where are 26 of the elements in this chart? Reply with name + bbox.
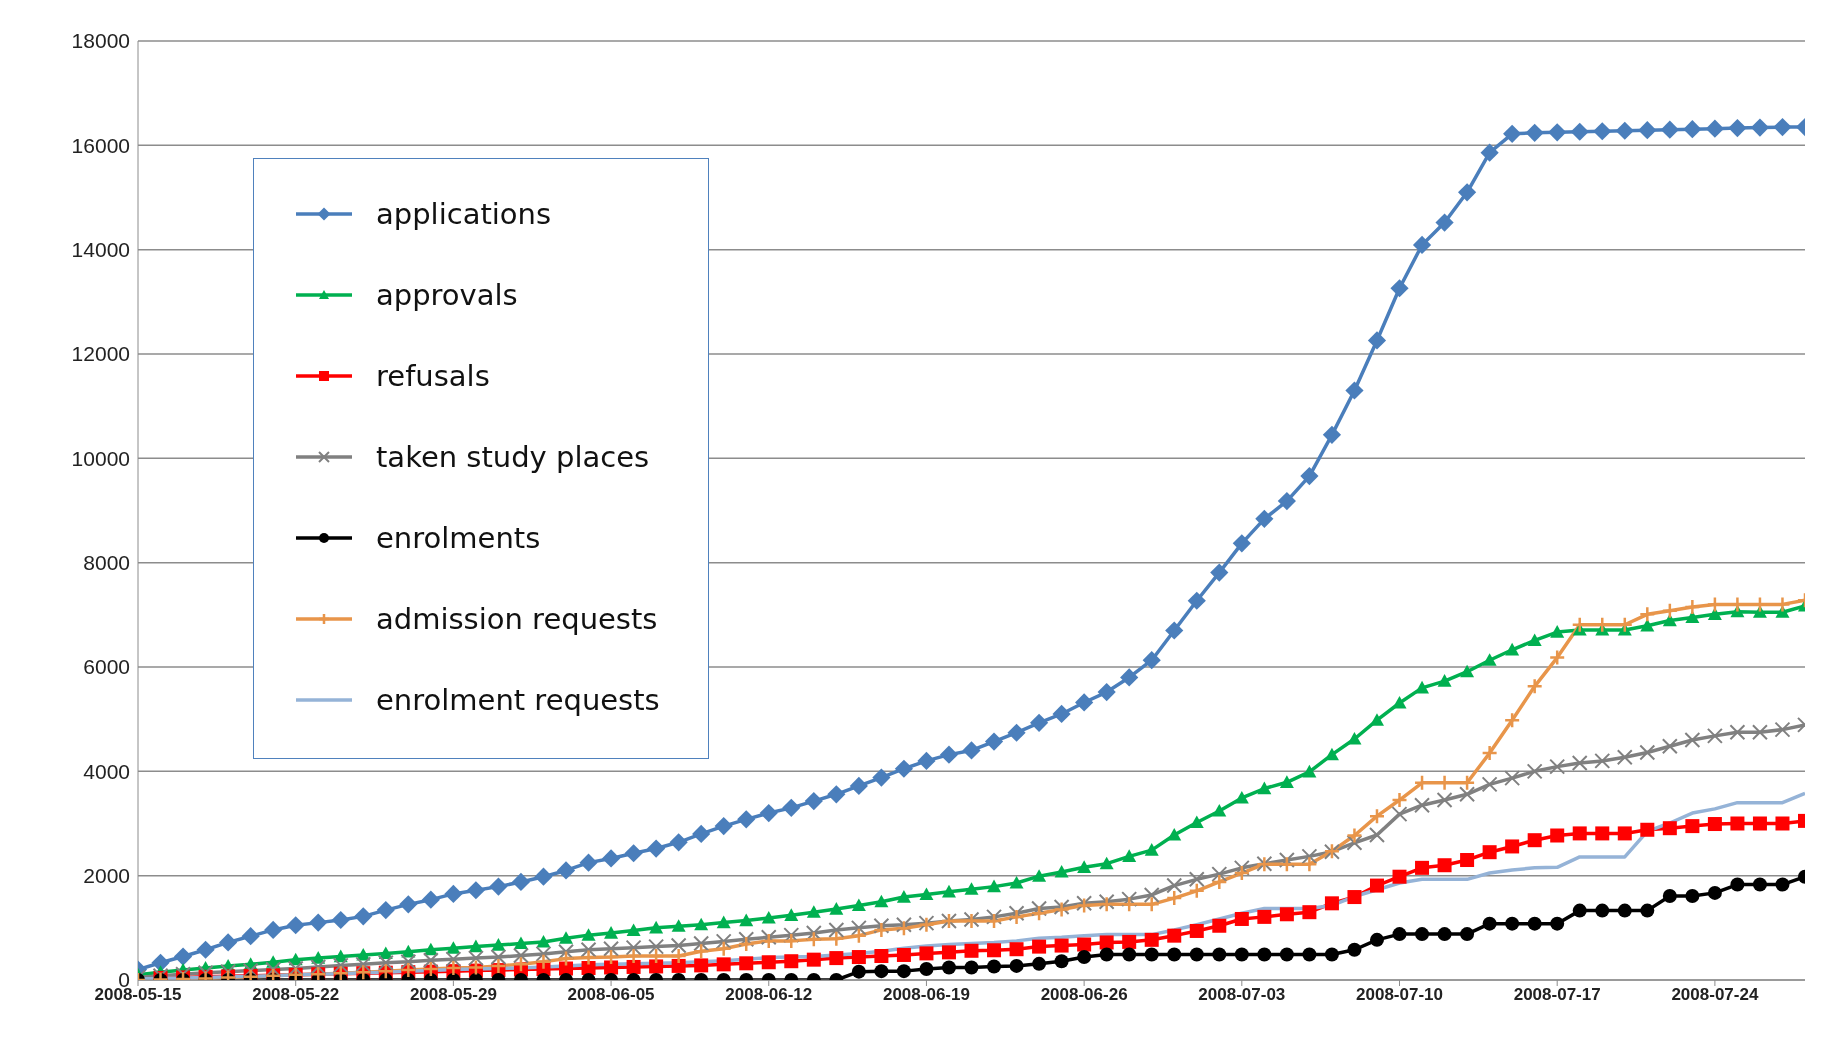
legend-label: enrolment requests <box>376 682 660 717</box>
legend-label: applications <box>376 196 552 231</box>
x-tick-label: 2008-07-24 <box>1671 985 1759 1005</box>
y-tick-label: 6000 <box>83 655 130 679</box>
x-tick-label: 2008-06-12 <box>725 985 813 1005</box>
legend-label: admission requests <box>376 601 658 636</box>
x-tick-label: 2008-06-26 <box>1040 985 1128 1005</box>
x-tick-label: 2008-07-17 <box>1513 985 1601 1005</box>
x-tick-label: 2008-05-29 <box>409 985 497 1005</box>
y-tick-label: 8000 <box>83 551 130 575</box>
x-tick-label: 2008-07-03 <box>1198 985 1286 1005</box>
y-tick-label: 16000 <box>71 133 130 157</box>
x-tick-label: 2008-06-19 <box>882 985 970 1005</box>
y-tick-label: 10000 <box>71 446 130 470</box>
y-tick-label: 18000 <box>71 29 130 53</box>
y-tick-label: 14000 <box>71 238 130 262</box>
x-tick-label: 2008-07-10 <box>1356 985 1443 1005</box>
legend-label: taken study places <box>376 439 650 474</box>
legend-label: enrolments <box>376 520 541 555</box>
legend-label: refusals <box>376 358 490 393</box>
y-tick-label: 4000 <box>83 759 130 783</box>
x-tick-label: 2008-06-05 <box>567 985 655 1005</box>
legend-label: approvals <box>376 277 518 312</box>
y-tick-label: 12000 <box>71 342 130 366</box>
x-tick-label: 2008-05-22 <box>252 985 340 1005</box>
y-tick-label: 2000 <box>83 864 130 888</box>
